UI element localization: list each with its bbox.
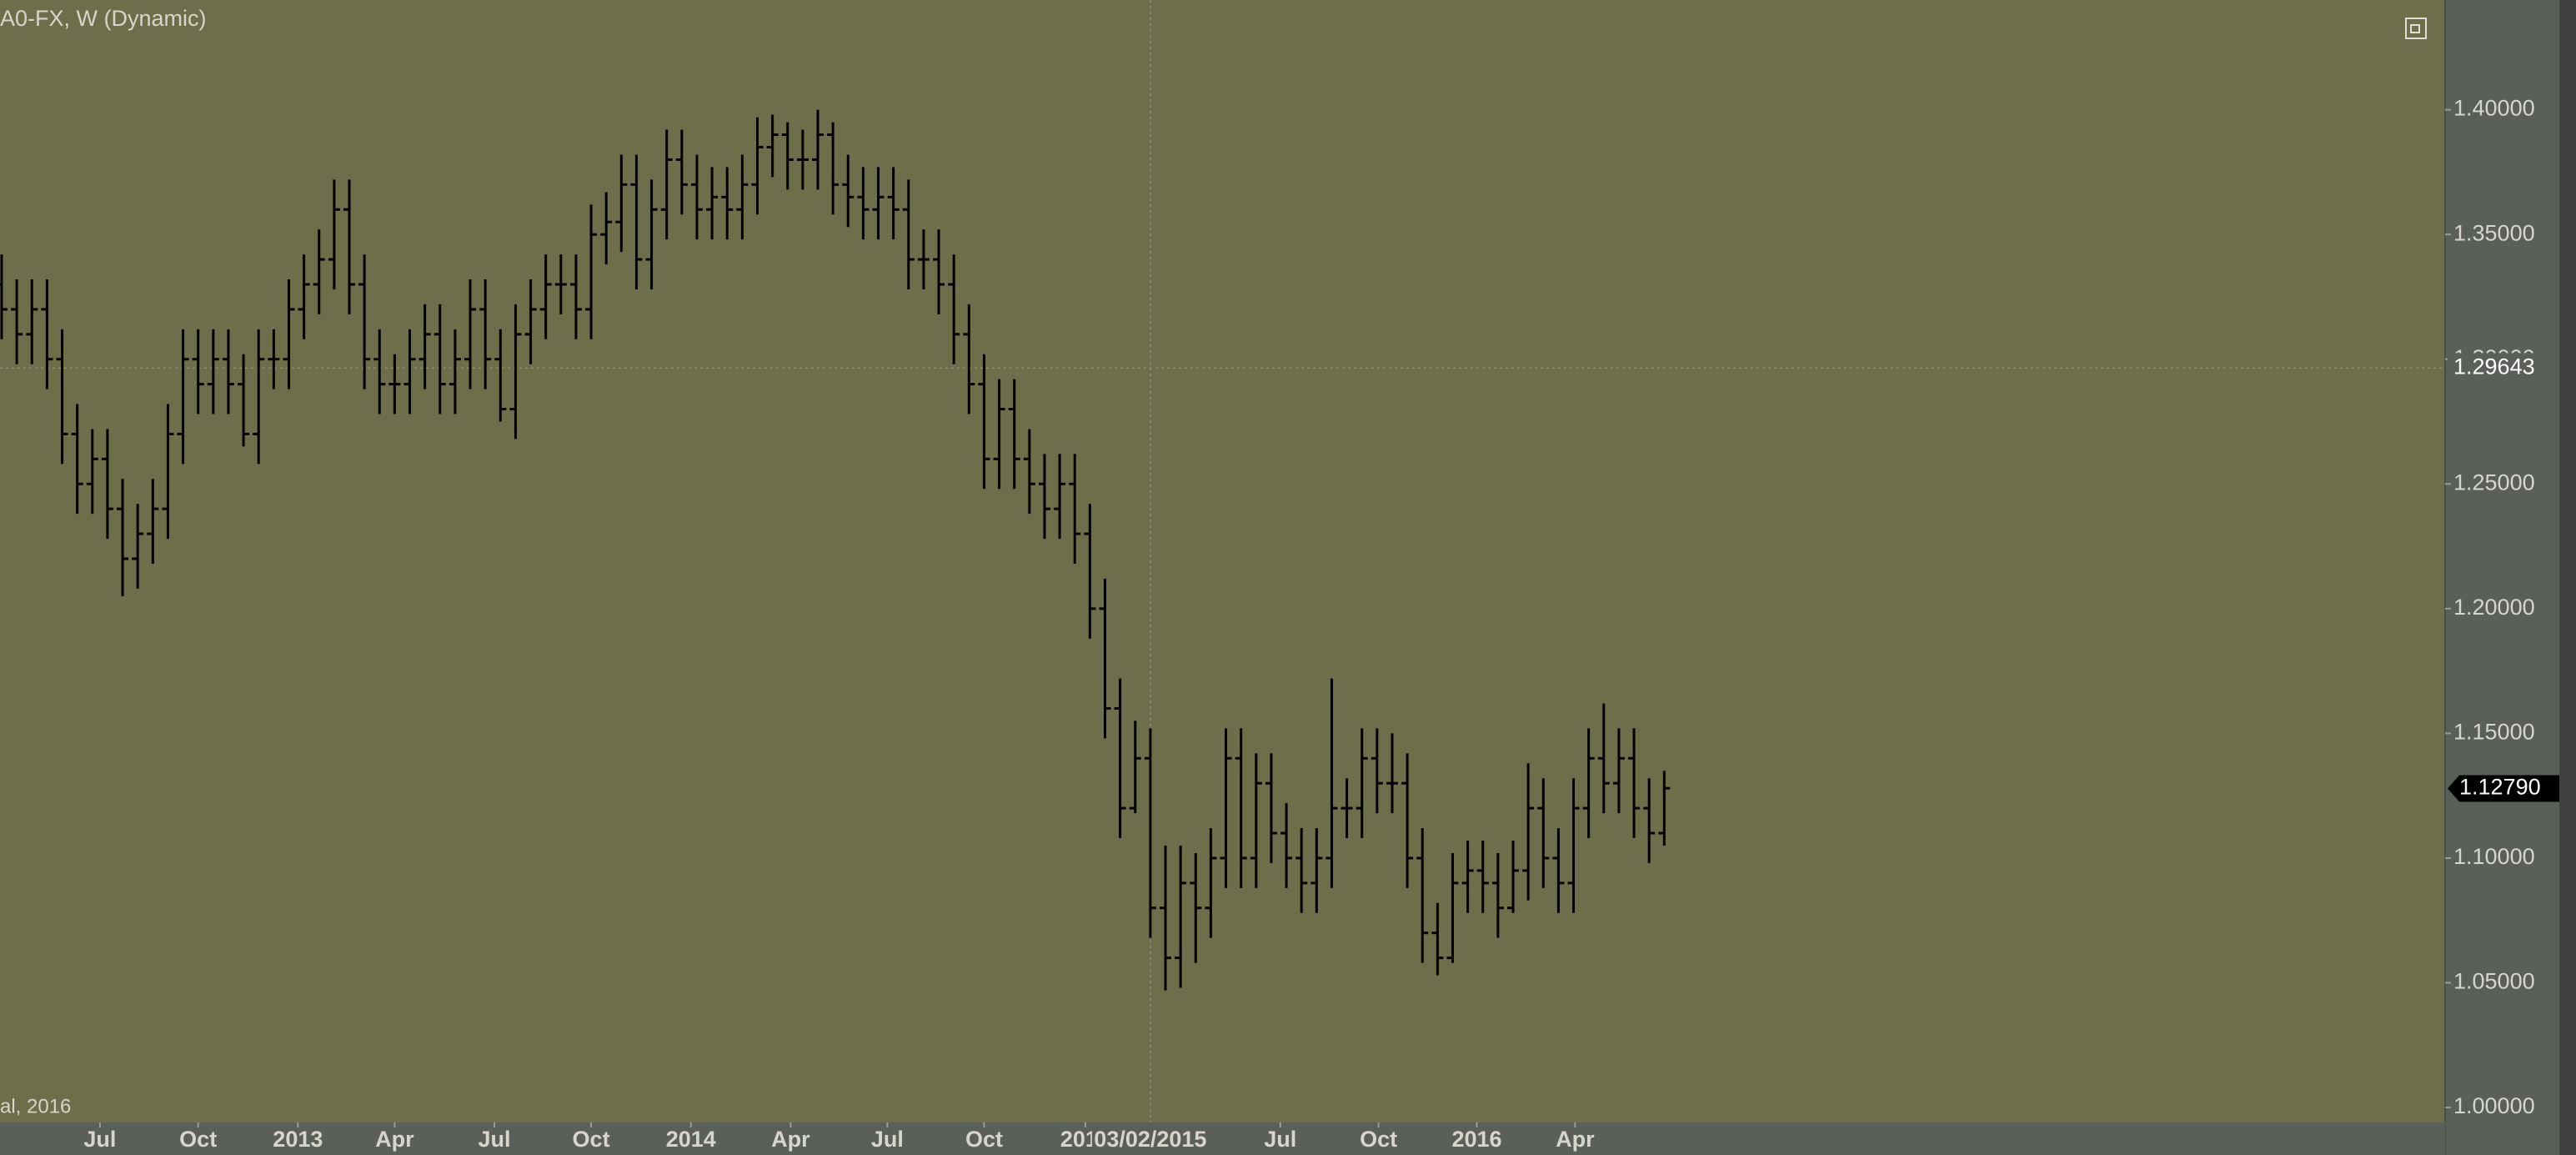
- restore-icon[interactable]: [2405, 18, 2427, 39]
- x-tick-label: Oct: [965, 1127, 1003, 1152]
- crosshair-y-label-bg: [2448, 353, 2556, 384]
- x-tick-label: Oct: [179, 1127, 217, 1152]
- x-tick-label: Oct: [573, 1127, 610, 1152]
- restore-button[interactable]: [2405, 18, 2427, 39]
- x-tick-label: 2014: [666, 1127, 716, 1152]
- x-tick-label: Apr: [375, 1127, 414, 1152]
- y-tick-label: 1.15000: [2453, 720, 2535, 745]
- x-tick-label: Apr: [771, 1127, 810, 1152]
- last-price-label: 1.12790: [2459, 775, 2541, 800]
- x-tick-label: Apr: [1556, 1127, 1595, 1152]
- x-tick-label: Jul: [83, 1127, 116, 1152]
- y-tick-label: 1.00000: [2453, 1093, 2535, 1118]
- scrollbar: [2559, 0, 2576, 1155]
- y-tick-label: 1.20000: [2453, 595, 2535, 620]
- x-axis-strip: [0, 1122, 2445, 1155]
- x-tick-label: 2016: [1451, 1127, 1501, 1152]
- y-tick-label: 1.10000: [2453, 844, 2535, 869]
- last-price-tag: [2448, 775, 2559, 802]
- x-tick-label: Jul: [871, 1127, 904, 1152]
- crosshair-y-label: 1.29643: [2453, 354, 2535, 379]
- y-tick-label: 1.35000: [2453, 220, 2535, 245]
- y-tick-label: 1.40000: [2453, 96, 2535, 121]
- y-tick-label: 1.05000: [2453, 969, 2535, 994]
- x-tick-label: Jul: [479, 1127, 511, 1152]
- x-tick-label: Oct: [1360, 1127, 1397, 1152]
- chart-title: A0-FX, W (Dynamic): [0, 6, 207, 31]
- crosshair-x-label-bg: [1091, 1126, 1209, 1154]
- restore-icon-inner[interactable]: [2410, 24, 2420, 33]
- x-tick-label: 2013: [273, 1127, 323, 1152]
- x-tick-label: Jul: [1264, 1127, 1296, 1152]
- chart-subtitle: al, 2016: [0, 1095, 71, 1117]
- crosshair-x-label: 03/02/2015: [1094, 1127, 1206, 1152]
- y-tick-label: 1.25000: [2453, 470, 2535, 495]
- plot-area: [0, 0, 2445, 1122]
